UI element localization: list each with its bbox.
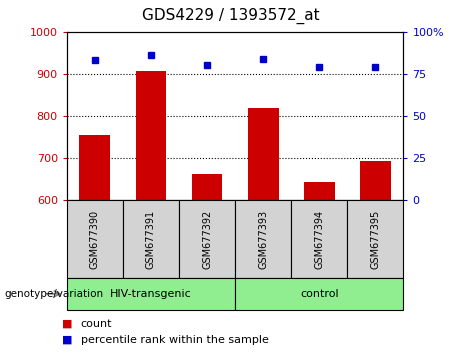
- Text: control: control: [300, 289, 338, 299]
- Text: HIV-transgenic: HIV-transgenic: [110, 289, 192, 299]
- Text: genotype/variation: genotype/variation: [5, 289, 104, 299]
- Text: GSM677392: GSM677392: [202, 209, 212, 269]
- Text: ■: ■: [62, 319, 72, 329]
- Bar: [360, 161, 391, 200]
- Bar: [136, 70, 166, 200]
- Bar: [79, 135, 110, 200]
- Text: GSM677394: GSM677394: [314, 209, 324, 269]
- Text: GSM677395: GSM677395: [370, 209, 380, 269]
- Text: GDS4229 / 1393572_at: GDS4229 / 1393572_at: [142, 8, 319, 24]
- Text: percentile rank within the sample: percentile rank within the sample: [81, 335, 269, 345]
- Bar: [304, 182, 335, 200]
- Bar: [192, 173, 223, 200]
- Text: GSM677390: GSM677390: [90, 209, 100, 269]
- Bar: [248, 108, 278, 200]
- Text: ■: ■: [62, 335, 72, 345]
- Text: count: count: [81, 319, 112, 329]
- Text: GSM677393: GSM677393: [258, 209, 268, 269]
- Text: GSM677391: GSM677391: [146, 209, 156, 269]
